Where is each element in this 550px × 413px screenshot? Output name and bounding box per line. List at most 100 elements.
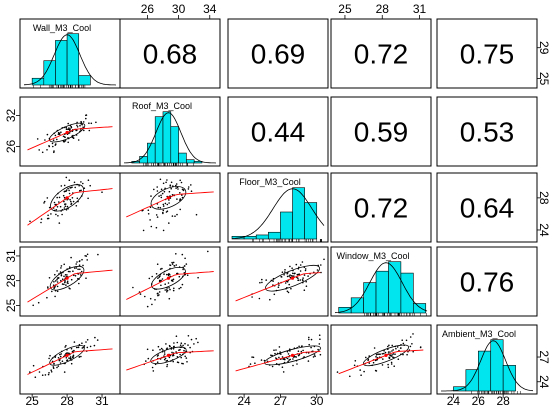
correlation-value-r1-c4: 0.53 bbox=[460, 117, 515, 148]
bottom-axis-label-c0-0: 25 bbox=[25, 394, 39, 408]
scatter-point-r4-c0-89 bbox=[52, 366, 55, 368]
scatter-point-r1-c0-6 bbox=[41, 151, 44, 154]
scatter-point-r1-c0-22 bbox=[36, 138, 39, 140]
scatter-point-r3-c0-41 bbox=[82, 264, 84, 267]
scatter-point-r4-c0-43 bbox=[29, 371, 31, 373]
scatter-point-r2-c0-53 bbox=[58, 222, 61, 224]
scatter-point-r2-c1-41 bbox=[175, 184, 177, 187]
scatter-point-r4-c0-74 bbox=[41, 374, 44, 377]
panel-frame-r2-c2 bbox=[227, 172, 329, 243]
scatter-point-r4-c3-63 bbox=[383, 350, 385, 352]
bottom-axis-label-c4-2: 28 bbox=[496, 394, 510, 408]
scatter-point-r3-c0-84 bbox=[54, 280, 57, 282]
scatter-point-r4-c2-83 bbox=[280, 353, 282, 355]
scatter-point-r4-c2-19 bbox=[249, 363, 252, 365]
scatter-point-r3-c2-69 bbox=[296, 273, 299, 276]
scatter-point-r3-c0-61 bbox=[78, 260, 81, 263]
correlation-value-r0-c4: 0.75 bbox=[460, 39, 515, 70]
scatter-point-r2-c0-19 bbox=[89, 184, 91, 187]
scatter-point-r2-c0-45 bbox=[70, 200, 72, 203]
scatter-point-r3-c0-44 bbox=[85, 277, 87, 280]
scatter-point-r4-c0-75 bbox=[65, 357, 68, 359]
scatter-point-r3-c0-53 bbox=[69, 288, 71, 290]
panel-frame-r3-c3 bbox=[330, 246, 432, 317]
scatter-point-r3-c0-21 bbox=[60, 273, 63, 275]
scatter-point-r4-c0-72 bbox=[94, 336, 96, 339]
scatter-point-r2-c1-61 bbox=[164, 202, 167, 205]
scatter-point-r2-c1-68 bbox=[162, 212, 164, 215]
right-axis-label-r2-0: 24 bbox=[537, 223, 550, 237]
scatter-point-r2-c1-20 bbox=[179, 192, 181, 194]
left-axis-label-r1-1: 32 bbox=[4, 108, 18, 122]
scatter-point-r2-c0-67 bbox=[40, 218, 43, 220]
loess-line-r3-c2 bbox=[235, 272, 321, 302]
scatter-point-r1-c0-56 bbox=[54, 134, 57, 137]
panel-frame-r4-c3 bbox=[330, 324, 432, 395]
scatter-point-r4-c3-29 bbox=[368, 362, 371, 364]
scatter-point-r2-c0-86 bbox=[56, 206, 59, 208]
scatter-point-r1-c0-63 bbox=[52, 145, 54, 148]
scatter-point-r3-c0-2 bbox=[60, 279, 62, 282]
correlation-value-r0-c2: 0.69 bbox=[251, 39, 306, 70]
scatter-point-r4-c0-67 bbox=[49, 354, 51, 357]
scatter-point-r2-c1-12 bbox=[165, 181, 167, 184]
scatter-point-r3-c2-20 bbox=[273, 293, 276, 296]
scatter-point-r2-c0-36 bbox=[68, 189, 70, 192]
scatter-point-r3-c0-32 bbox=[75, 263, 77, 265]
scatter-point-r3-c0-60 bbox=[56, 277, 59, 279]
variable-label-0: Wall_M3_Cool bbox=[33, 23, 91, 33]
scatter-point-r4-c3-13 bbox=[393, 365, 396, 368]
scatter-point-r2-c1-18 bbox=[168, 190, 171, 193]
scatter-point-r2-c1-86 bbox=[181, 188, 184, 191]
scatter-point-r3-c0-68 bbox=[63, 275, 65, 278]
scatter-point-r3-c2-17 bbox=[304, 268, 307, 270]
scatter-point-r4-c2-56 bbox=[292, 358, 294, 360]
scatter-point-r4-c0-45 bbox=[68, 352, 70, 355]
scatter-point-r3-c1-71 bbox=[197, 276, 199, 279]
scatter-point-r3-c1-31 bbox=[163, 273, 165, 275]
scatter-point-r3-c0-42 bbox=[56, 278, 58, 281]
scatter-point-r3-c0-9 bbox=[78, 282, 80, 285]
scatter-point-r4-c2-45 bbox=[296, 363, 298, 365]
scatter-point-r3-c0-58 bbox=[85, 255, 88, 257]
scatter-point-r1-c0-80 bbox=[60, 131, 62, 133]
scatter-point-r1-c0-13 bbox=[90, 122, 93, 125]
scatter-point-r3-c1-44 bbox=[167, 273, 170, 276]
scatter-point-r4-c3-73 bbox=[389, 351, 391, 353]
histogram-bar-1-6 bbox=[178, 152, 187, 164]
scatter-point-r1-c0-19 bbox=[82, 126, 84, 128]
scatter-point-r3-c1-12 bbox=[186, 274, 189, 277]
scatter-point-r3-c2-89 bbox=[286, 290, 289, 293]
left-axis-label-r3-0: 25 bbox=[4, 298, 18, 312]
scatter-point-r4-c0-15 bbox=[50, 369, 52, 372]
scatter-point-r4-c1-52 bbox=[181, 362, 183, 365]
scatter-point-r4-c3-24 bbox=[395, 347, 397, 350]
histogram-bar-3-3 bbox=[375, 270, 389, 314]
scatter-point-r3-c2-83 bbox=[299, 279, 302, 281]
scatter-point-r3-c1-29 bbox=[166, 273, 168, 276]
scatter-point-r3-c2-87 bbox=[284, 271, 286, 273]
scatter-point-r4-c0-36 bbox=[54, 356, 56, 359]
scatter-point-r4-c3-15 bbox=[391, 350, 393, 352]
scatter-point-r4-c3-39 bbox=[392, 353, 395, 355]
scatter-point-r4-c3-6 bbox=[359, 369, 362, 371]
scatter-point-r4-c1-79 bbox=[185, 357, 188, 359]
scatter-point-r4-c3-9 bbox=[349, 375, 351, 378]
scatter-point-r4-c0-80 bbox=[47, 373, 50, 376]
scatter-point-r3-c1-80 bbox=[168, 273, 171, 276]
scatter-point-r4-c2-73 bbox=[263, 359, 266, 362]
scatter-point-r1-c0-61 bbox=[72, 137, 75, 139]
scatter-point-r2-c0-43 bbox=[68, 179, 71, 181]
scatter-point-r4-c1-82 bbox=[189, 346, 191, 349]
scatter-point-r2-c0-3 bbox=[73, 181, 76, 184]
scatter-point-r3-c0-66 bbox=[70, 256, 72, 259]
scatter-point-r2-c1-29 bbox=[174, 215, 176, 217]
scatter-point-r3-c1-77 bbox=[161, 278, 164, 280]
scatter-point-r2-c1-15 bbox=[176, 213, 178, 216]
correlation-value-r2-c4: 0.64 bbox=[460, 193, 515, 224]
scatter-point-r4-c2-74 bbox=[275, 349, 277, 351]
centroid-dot-r4-c1 bbox=[166, 353, 171, 357]
scatter-point-r2-c1-69 bbox=[182, 189, 185, 191]
bottom-axis-label-c0-2: 31 bbox=[95, 394, 109, 408]
scatter-point-r2-c0-27 bbox=[76, 197, 79, 200]
